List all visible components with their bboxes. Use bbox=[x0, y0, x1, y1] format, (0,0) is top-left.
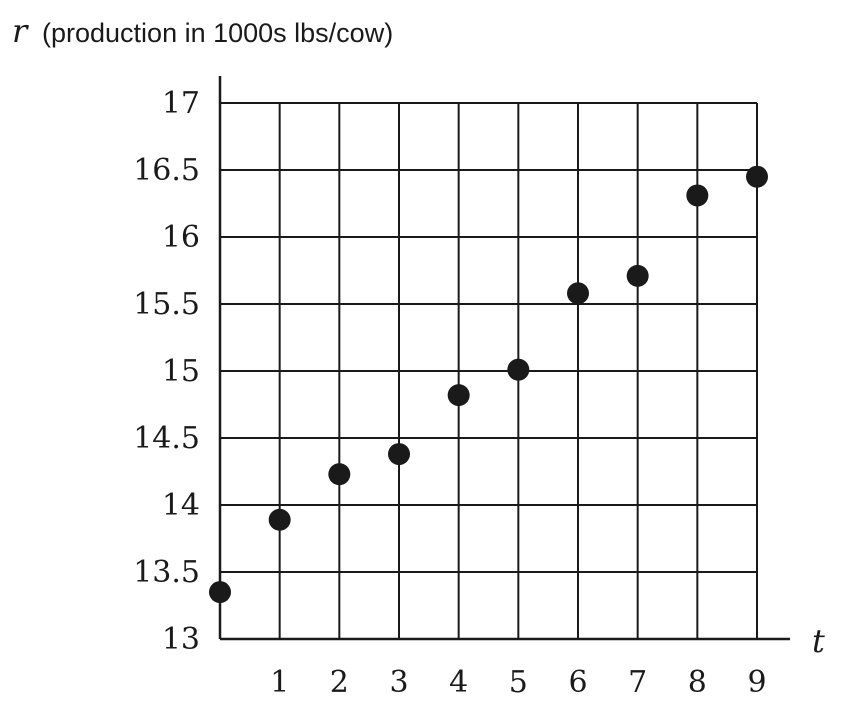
x-tick-label: 2 bbox=[330, 665, 349, 700]
y-tick-label: 13 bbox=[162, 622, 200, 657]
x-tick-label: 9 bbox=[747, 665, 766, 700]
axes bbox=[218, 76, 790, 641]
y-tick-label: 14.5 bbox=[133, 421, 200, 456]
x-tick-label: 8 bbox=[688, 665, 707, 700]
x-tick-labels: 1 2 3 4 5 6 7 8 9 bbox=[270, 665, 766, 700]
x-tick-label: 4 bbox=[449, 665, 468, 700]
y-tick-label: 13.5 bbox=[133, 555, 200, 590]
data-point-0-7 bbox=[626, 264, 649, 287]
x-tick-label: 6 bbox=[568, 665, 587, 700]
data-point-0-6 bbox=[567, 282, 589, 305]
grid bbox=[220, 102, 758, 640]
y-tick-label: 17 bbox=[162, 86, 200, 121]
y-axis-variable: r bbox=[12, 12, 29, 50]
y-axis-description: (production in 1000s lbs/cow) bbox=[42, 18, 393, 48]
data-point-0-8 bbox=[686, 184, 709, 207]
data-point-0-3 bbox=[388, 443, 410, 466]
y-tick-label: 16 bbox=[162, 220, 200, 255]
data-point-0-2 bbox=[328, 463, 351, 486]
x-axis-variable: t bbox=[812, 622, 825, 660]
data-point-0-9 bbox=[746, 165, 768, 188]
x-tick-label: 3 bbox=[389, 665, 408, 700]
data-point-0-0 bbox=[209, 581, 231, 604]
data-point-0-4 bbox=[447, 384, 470, 407]
x-tick-label: 1 bbox=[270, 665, 289, 700]
y-tick-labels: 13 13.5 14 14.5 15 15.5 16 16.5 17 bbox=[133, 86, 200, 657]
y-tick-label: 15 bbox=[162, 354, 200, 389]
y-tick-label: 15.5 bbox=[133, 287, 200, 322]
x-tick-label: 7 bbox=[628, 665, 647, 700]
y-tick-label: 14 bbox=[162, 488, 200, 523]
data-point-0-5 bbox=[507, 358, 530, 381]
y-tick-label: 16.5 bbox=[133, 153, 200, 188]
x-tick-label: 5 bbox=[509, 665, 528, 700]
data-points bbox=[209, 165, 768, 604]
data-point-0-1 bbox=[268, 508, 291, 531]
